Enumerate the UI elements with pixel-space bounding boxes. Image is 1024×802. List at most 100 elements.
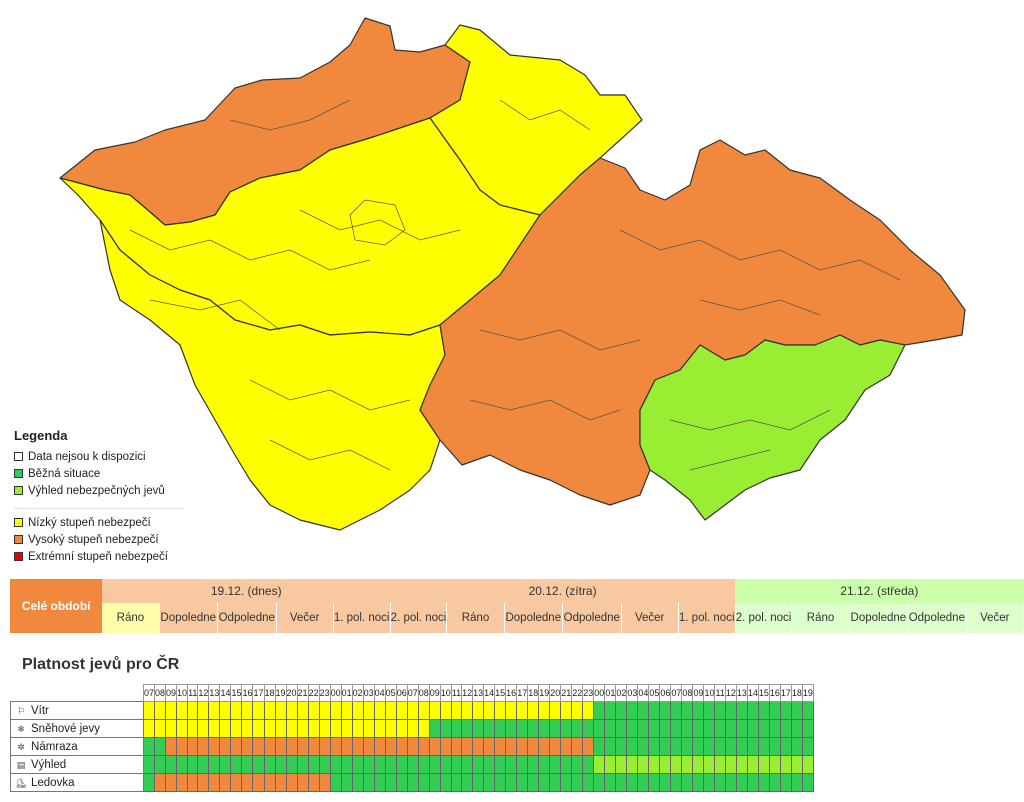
period-slot[interactable]: Ráno bbox=[446, 603, 505, 633]
hour-cell[interactable] bbox=[439, 773, 452, 792]
hour-cell[interactable] bbox=[263, 737, 276, 756]
hour-cell[interactable] bbox=[648, 737, 661, 756]
hour-cell[interactable] bbox=[659, 773, 672, 792]
hour-cell[interactable] bbox=[252, 773, 265, 792]
hour-cell[interactable] bbox=[142, 755, 156, 774]
hour-cell[interactable] bbox=[384, 773, 397, 792]
hour-cell[interactable] bbox=[307, 737, 320, 756]
hour-cell[interactable] bbox=[340, 773, 353, 792]
hour-cell[interactable] bbox=[692, 737, 705, 756]
hour-cell[interactable] bbox=[142, 719, 156, 738]
hour-cell[interactable] bbox=[274, 719, 287, 738]
hour-cell[interactable] bbox=[142, 701, 156, 720]
hour-cell[interactable] bbox=[351, 719, 364, 738]
hour-cell[interactable] bbox=[483, 701, 496, 720]
hour-cell[interactable] bbox=[659, 737, 672, 756]
hour-cell[interactable] bbox=[735, 737, 748, 756]
hour-cell[interactable] bbox=[571, 755, 584, 774]
hour-cell[interactable] bbox=[494, 719, 507, 738]
hour-cell[interactable] bbox=[230, 755, 243, 774]
hour-cell[interactable] bbox=[230, 773, 243, 792]
hour-cell[interactable] bbox=[604, 773, 617, 792]
hour-cell[interactable] bbox=[703, 755, 716, 774]
hour-cell[interactable] bbox=[735, 701, 748, 720]
hour-cell[interactable] bbox=[779, 773, 792, 792]
hour-cell[interactable] bbox=[154, 773, 167, 792]
hour-cell[interactable] bbox=[637, 755, 650, 774]
hour-cell[interactable] bbox=[746, 701, 759, 720]
hour-cell[interactable] bbox=[395, 773, 408, 792]
hour-cell[interactable] bbox=[406, 701, 419, 720]
hour-cell[interactable] bbox=[340, 737, 353, 756]
hour-cell[interactable] bbox=[549, 773, 562, 792]
hour-cell[interactable] bbox=[626, 755, 639, 774]
hour-cell[interactable] bbox=[681, 773, 694, 792]
hour-cell[interactable] bbox=[373, 719, 386, 738]
period-slot[interactable]: Večer bbox=[966, 603, 1024, 633]
hour-cell[interactable] bbox=[472, 773, 485, 792]
hour-cell[interactable] bbox=[296, 755, 309, 774]
hour-cell[interactable] bbox=[197, 773, 210, 792]
hour-cell[interactable] bbox=[681, 701, 694, 720]
hour-cell[interactable] bbox=[176, 755, 189, 774]
hour-cell[interactable] bbox=[681, 719, 694, 738]
hour-cell[interactable] bbox=[362, 719, 375, 738]
period-slot[interactable]: Dopoledne bbox=[504, 603, 564, 633]
period-slot[interactable]: Odpoledne bbox=[907, 603, 967, 633]
hour-cell[interactable] bbox=[746, 755, 759, 774]
hour-cell[interactable] bbox=[406, 719, 419, 738]
hour-cell[interactable] bbox=[670, 701, 683, 720]
hour-cell[interactable] bbox=[351, 773, 364, 792]
hour-cell[interactable] bbox=[406, 773, 419, 792]
hour-cell[interactable] bbox=[714, 737, 726, 756]
hour-cell[interactable] bbox=[187, 719, 199, 738]
hour-cell[interactable] bbox=[505, 701, 518, 720]
hour-cell[interactable] bbox=[472, 719, 485, 738]
hour-cell[interactable] bbox=[670, 719, 683, 738]
hour-cell[interactable] bbox=[417, 719, 430, 738]
hour-cell[interactable] bbox=[714, 755, 726, 774]
hour-cell[interactable] bbox=[197, 755, 210, 774]
hour-cell[interactable] bbox=[768, 737, 781, 756]
hour-cell[interactable] bbox=[779, 755, 792, 774]
hour-cell[interactable] bbox=[703, 737, 716, 756]
hour-cell[interactable] bbox=[208, 755, 221, 774]
hour-cell[interactable] bbox=[450, 719, 463, 738]
hour-cell[interactable] bbox=[549, 737, 562, 756]
hour-cell[interactable] bbox=[285, 773, 298, 792]
hour-cell[interactable] bbox=[571, 773, 584, 792]
hour-cell[interactable] bbox=[505, 719, 518, 738]
hour-cell[interactable] bbox=[615, 737, 628, 756]
day-header[interactable]: 20.12. (zítra) bbox=[390, 579, 736, 603]
hour-cell[interactable] bbox=[714, 719, 726, 738]
hour-cell[interactable] bbox=[230, 701, 243, 720]
hour-cell[interactable] bbox=[648, 773, 661, 792]
hour-cell[interactable] bbox=[801, 773, 814, 792]
hour-cell[interactable] bbox=[406, 737, 419, 756]
hour-cell[interactable] bbox=[768, 773, 781, 792]
period-slot[interactable]: 1. pol. noci bbox=[333, 603, 391, 633]
hour-cell[interactable] bbox=[790, 773, 803, 792]
hour-cell[interactable] bbox=[692, 773, 705, 792]
period-slot[interactable]: Odpoledne bbox=[562, 603, 622, 633]
hour-cell[interactable] bbox=[450, 737, 463, 756]
hour-cell[interactable] bbox=[724, 701, 737, 720]
hour-cell[interactable] bbox=[252, 701, 265, 720]
hour-cell[interactable] bbox=[768, 701, 781, 720]
hour-cell[interactable] bbox=[351, 755, 364, 774]
hour-cell[interactable] bbox=[714, 773, 726, 792]
hour-cell[interactable] bbox=[461, 701, 474, 720]
hour-cell[interactable] bbox=[395, 701, 408, 720]
hour-cell[interactable] bbox=[472, 701, 485, 720]
hour-cell[interactable] bbox=[351, 737, 364, 756]
hour-cell[interactable] bbox=[670, 755, 683, 774]
hour-cell[interactable] bbox=[571, 719, 584, 738]
hour-cell[interactable] bbox=[549, 701, 562, 720]
hour-cell[interactable] bbox=[582, 719, 595, 738]
hour-cell[interactable] bbox=[615, 701, 628, 720]
hour-cell[interactable] bbox=[560, 755, 573, 774]
hour-cell[interactable] bbox=[142, 773, 156, 792]
hour-cell[interactable] bbox=[296, 737, 309, 756]
hour-cell[interactable] bbox=[757, 719, 770, 738]
hour-cell[interactable] bbox=[790, 719, 803, 738]
